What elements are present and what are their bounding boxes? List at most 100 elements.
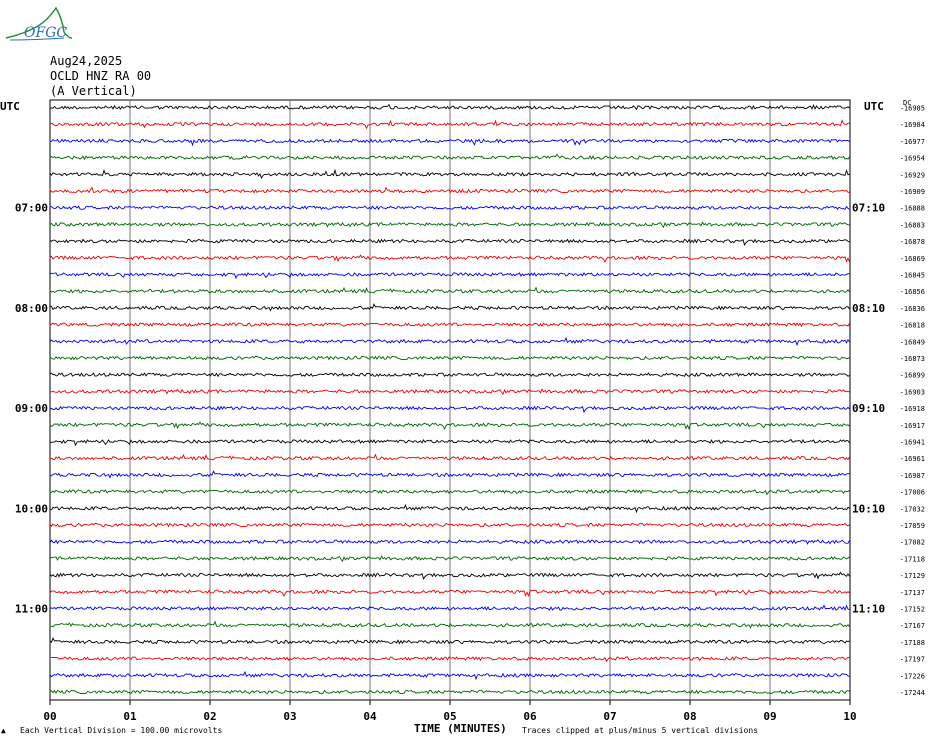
ofgc-logo: OFGC xyxy=(4,4,74,44)
seismic-trace xyxy=(49,604,850,612)
division-note: Each Vertical Division = 100.00 microvol… xyxy=(20,726,223,735)
seismic-trace xyxy=(49,186,850,194)
dc-offset-label: -16849 xyxy=(900,338,925,346)
right-time-label: 09:10 xyxy=(852,402,885,415)
left-time-label: 07:00 xyxy=(15,202,48,215)
dc-offset-label: -17197 xyxy=(900,656,925,664)
dc-offset-label: -16929 xyxy=(900,171,925,179)
seismic-trace xyxy=(49,322,850,328)
x-tick-label: 04 xyxy=(363,710,377,723)
seismic-trace xyxy=(49,589,850,598)
dc-offset-label: -16961 xyxy=(900,455,925,463)
seismic-trace xyxy=(49,286,850,294)
dc-offset-label: -16918 xyxy=(900,405,925,413)
x-tick-label: 01 xyxy=(123,710,137,723)
dc-offset-label: -17188 xyxy=(900,639,925,647)
dc-offset-label: -16856 xyxy=(900,288,925,296)
seismic-trace xyxy=(49,421,850,431)
seismic-trace xyxy=(49,438,850,447)
x-tick-label: 07 xyxy=(603,710,616,723)
x-axis-title: TIME (MINUTES) xyxy=(414,722,507,735)
seismic-trace xyxy=(49,153,850,161)
seismic-trace xyxy=(49,470,850,479)
dc-offset-label: -17226 xyxy=(900,672,925,680)
x-tick-label: 02 xyxy=(203,710,216,723)
dc-offset-label: -17244 xyxy=(900,689,925,697)
x-tick-label: 10 xyxy=(843,710,856,723)
x-tick-label: 08 xyxy=(683,710,696,723)
seismic-trace xyxy=(49,355,850,361)
seismic-trace xyxy=(49,238,850,246)
seismic-trace xyxy=(49,503,850,514)
seismic-trace xyxy=(49,168,850,180)
seismic-trace xyxy=(49,555,850,563)
left-time-label: 09:00 xyxy=(15,402,48,415)
logo-text: OFGC xyxy=(24,25,68,41)
seismic-trace xyxy=(49,453,850,461)
seismic-trace xyxy=(49,670,850,681)
dc-header: DC xyxy=(903,99,912,107)
dc-offset-label: -16836 xyxy=(900,305,925,313)
x-tick-label: 09 xyxy=(763,710,776,723)
x-tick-label: 05 xyxy=(443,710,456,723)
seismic-trace xyxy=(49,388,850,396)
seismic-trace xyxy=(49,656,850,663)
dc-offset-label: -16985 xyxy=(900,105,925,113)
dc-offset-label: -17167 xyxy=(900,622,925,630)
left-time-label: 08:00 xyxy=(15,302,48,315)
seismic-trace xyxy=(49,522,850,528)
dc-offset-label: -17006 xyxy=(900,489,925,497)
seismic-trace xyxy=(49,119,850,130)
scale-icon: ▲ xyxy=(1,726,6,735)
dc-offset-label: -16917 xyxy=(900,422,925,430)
seismic-trace xyxy=(49,336,850,347)
dc-offset-label: -17152 xyxy=(900,606,925,614)
header-date: Aug24,2025 xyxy=(50,54,123,68)
dc-offset-label: -16899 xyxy=(900,372,925,380)
dc-offset-label: -16883 xyxy=(900,221,925,229)
seismic-trace xyxy=(49,138,850,147)
seismic-trace xyxy=(49,372,850,378)
right-time-label: 07:10 xyxy=(852,202,885,215)
seismic-trace xyxy=(49,405,850,413)
header-component: (A Vertical) xyxy=(50,84,137,98)
dc-offset-label: -17129 xyxy=(900,572,925,580)
right-time-label: 08:10 xyxy=(852,302,885,315)
left-axis-label: UTC xyxy=(0,100,20,113)
dc-offset-label: -16869 xyxy=(900,255,925,263)
header-station: OCLD HNZ RA 00 xyxy=(50,69,152,83)
seismic-trace xyxy=(49,689,850,695)
left-time-label: 11:00 xyxy=(15,603,48,616)
seismic-trace xyxy=(49,637,850,645)
logo-mountain-icon xyxy=(5,6,73,41)
dc-offset-label: -16909 xyxy=(900,188,925,196)
right-time-label: 10:10 xyxy=(852,502,885,515)
x-tick-label: 00 xyxy=(43,710,56,723)
dc-offset-label: -16954 xyxy=(900,155,925,163)
dc-offset-label: -16873 xyxy=(900,355,925,363)
dc-offset-label: -16941 xyxy=(900,439,925,447)
right-axis-label: UTC xyxy=(864,100,884,113)
seismic-trace xyxy=(49,205,850,211)
seismic-trace xyxy=(49,571,850,580)
seismic-trace xyxy=(49,254,850,263)
seismic-trace xyxy=(49,620,850,629)
dc-offset-label: -16987 xyxy=(900,472,925,480)
x-tick-label: 06 xyxy=(523,710,537,723)
dc-offset-label: -17137 xyxy=(900,589,925,597)
dc-offset-label: -17059 xyxy=(900,522,925,530)
seismic-trace xyxy=(49,489,850,496)
seismic-trace xyxy=(49,103,850,111)
clip-note: Traces clipped at plus/minus 5 vertical … xyxy=(522,726,759,735)
seismic-trace xyxy=(49,303,850,312)
x-tick-label: 03 xyxy=(283,710,296,723)
dc-offset-label: -16845 xyxy=(900,272,925,280)
seismic-trace xyxy=(49,272,850,280)
left-time-label: 10:00 xyxy=(15,502,48,515)
seismic-trace xyxy=(49,221,850,229)
dc-offset-label: -17118 xyxy=(900,555,925,563)
dc-offset-label: -16818 xyxy=(900,322,925,330)
dc-offset-label: -17032 xyxy=(900,505,925,513)
dc-offset-label: -16878 xyxy=(900,238,925,246)
